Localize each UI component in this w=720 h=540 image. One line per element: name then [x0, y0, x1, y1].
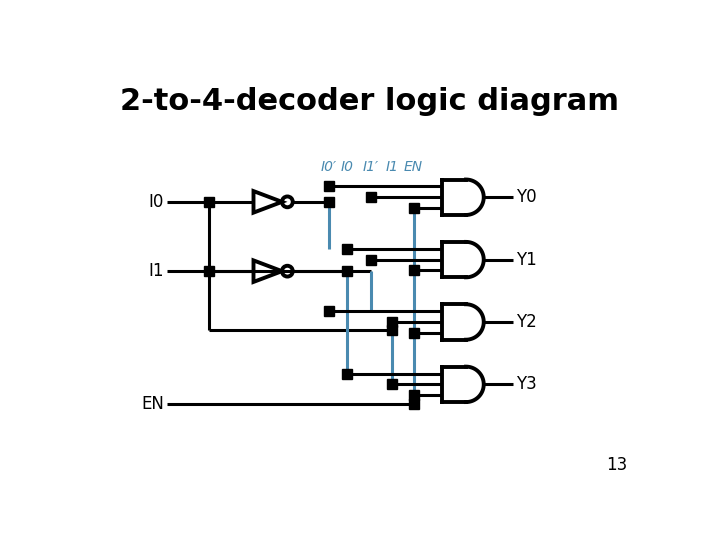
Text: Y1: Y1	[516, 251, 537, 268]
Text: 2-to-4-decoder logic diagram: 2-to-4-decoder logic diagram	[120, 87, 618, 116]
Text: I0: I0	[149, 193, 164, 211]
Text: Y3: Y3	[516, 375, 537, 393]
Text: 13: 13	[606, 456, 627, 474]
Text: I1: I1	[386, 160, 399, 174]
Text: EN: EN	[404, 160, 423, 174]
Text: Y0: Y0	[516, 188, 536, 206]
Text: Y2: Y2	[516, 313, 537, 331]
Text: EN: EN	[141, 395, 164, 413]
Text: I0′: I0′	[321, 160, 337, 174]
Text: I0: I0	[341, 160, 354, 174]
Text: I1: I1	[149, 262, 164, 280]
Text: I1′: I1′	[362, 160, 379, 174]
